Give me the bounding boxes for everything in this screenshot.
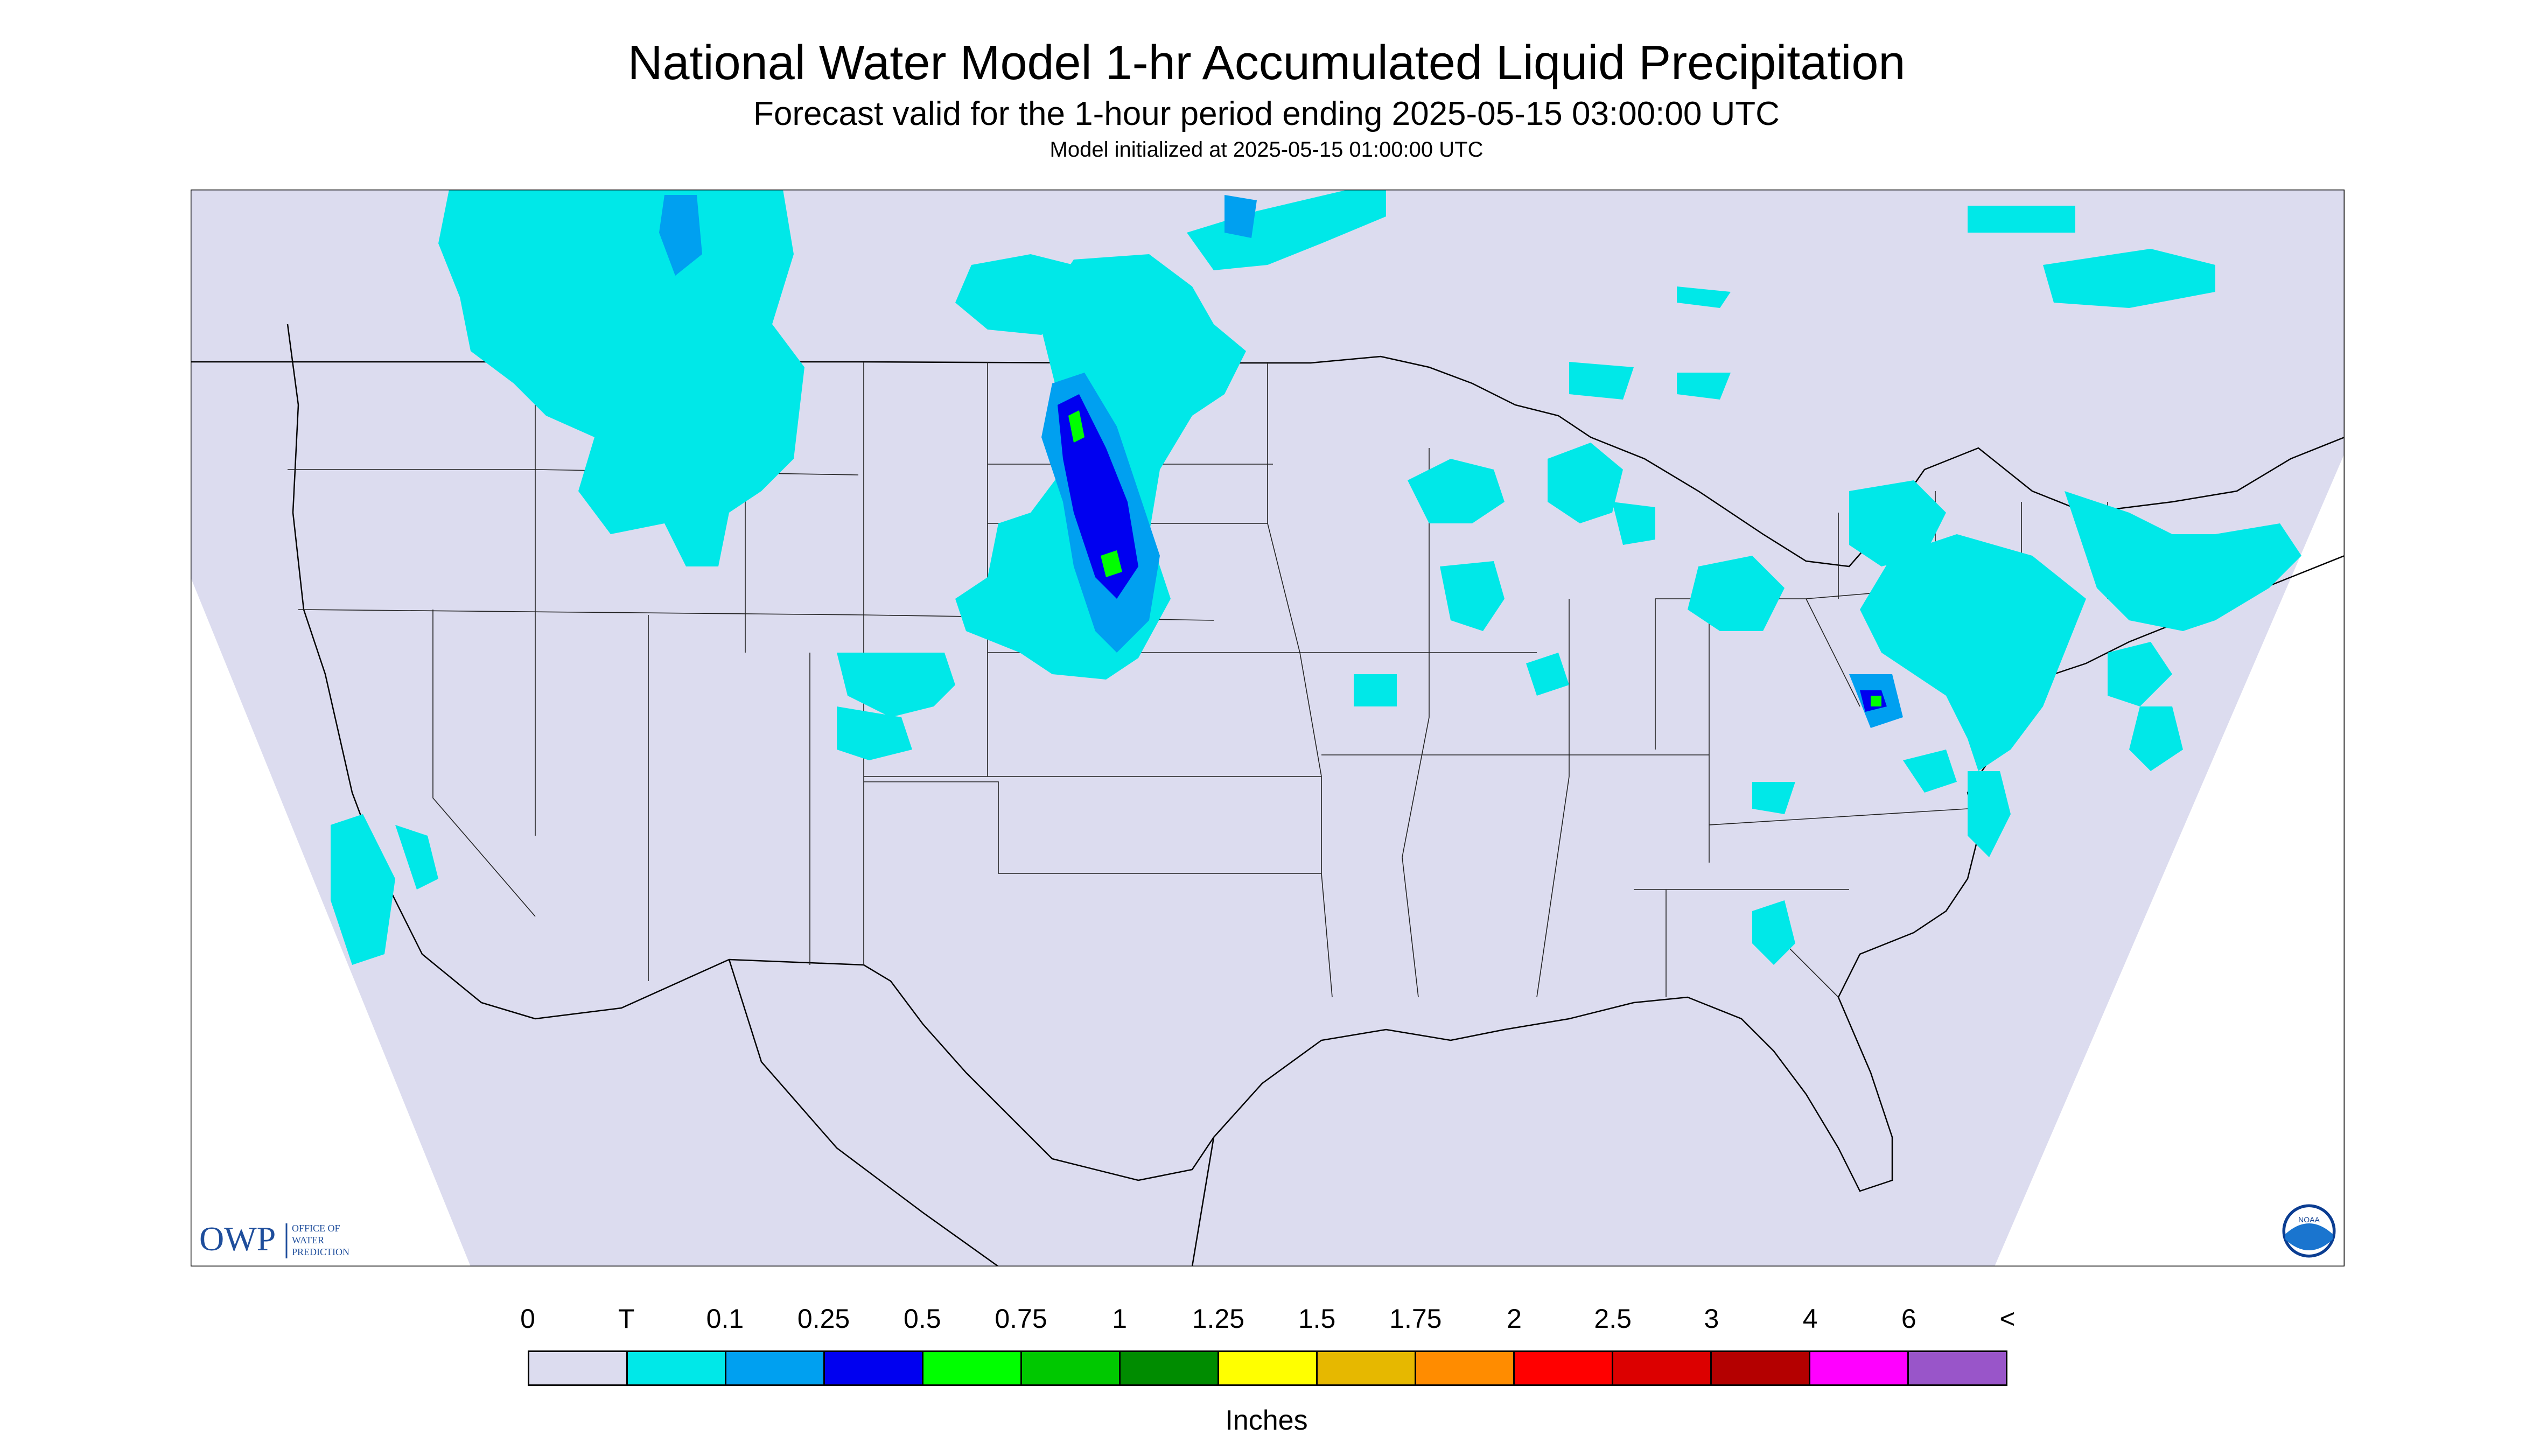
- legend-tick-label: 0.25: [797, 1304, 850, 1334]
- legend-swatch: [1318, 1352, 1416, 1384]
- owp-logo-line-2: WATER: [292, 1235, 324, 1245]
- owp-logo: OWP OFFICE OF WATER PREDICTION: [199, 1220, 349, 1258]
- map-title: National Water Model 1-hr Accumulated Li…: [627, 36, 1906, 90]
- noaa-logo: NOAA: [2282, 1204, 2336, 1258]
- legend-swatch: [726, 1352, 825, 1384]
- legend-tick-label: 6: [1901, 1304, 1916, 1334]
- legend-tick-label: 1.25: [1192, 1304, 1245, 1334]
- owp-logo-mark: OWP: [199, 1220, 276, 1258]
- legend-swatch: [923, 1352, 1022, 1384]
- legend-swatch: [825, 1352, 923, 1384]
- legend-swatch: [1810, 1352, 1909, 1384]
- legend-swatch: [1909, 1352, 2006, 1384]
- precipitation-map: OWP OFFICE OF WATER PREDICTION NOAA: [191, 190, 2345, 1266]
- legend-tick-label: 4: [1802, 1304, 1818, 1334]
- legend-tick-label: 0.1: [706, 1304, 744, 1334]
- legend-tick-label: <: [1999, 1304, 2016, 1334]
- legend-tick-label: 0: [520, 1304, 535, 1334]
- forecast-valid-subtitle: Forecast valid for the 1-hour period end…: [753, 95, 1780, 132]
- legend-swatch: [1613, 1352, 1712, 1384]
- legend-tick-label: 2.5: [1594, 1304, 1632, 1334]
- noaa-logo-mark: NOAA: [2298, 1215, 2320, 1224]
- legend-tick-label: 1.5: [1298, 1304, 1336, 1334]
- legend-tick-label: 2: [1507, 1304, 1522, 1334]
- legend-swatch: [529, 1352, 628, 1384]
- legend-color-bar: [528, 1350, 2007, 1386]
- legend-units: Inches: [1225, 1405, 1308, 1436]
- owp-logo-line-1: OFFICE OF: [292, 1223, 340, 1234]
- legend-swatch: [1121, 1352, 1219, 1384]
- legend-swatch: [1416, 1352, 1515, 1384]
- legend-tick-label: 1: [1112, 1304, 1128, 1334]
- legend-tick-labels: 0 T 0.1 0.25 0.5 0.75 1 1.25 1.5 1.75 2 2.5 3 4 6 <: [0, 1303, 2533, 1341]
- model-init-text: Model initialized at 2025-05-15 01:00:00…: [1049, 138, 1484, 162]
- legend-swatch: [628, 1352, 726, 1384]
- legend-swatch: [1515, 1352, 1613, 1384]
- legend-tick-label: 3: [1704, 1304, 1719, 1334]
- legend-tick-label: 1.75: [1389, 1304, 1442, 1334]
- legend-swatch: [1022, 1352, 1121, 1384]
- legend-tick-label: T: [618, 1304, 635, 1334]
- legend-swatch: [1219, 1352, 1318, 1384]
- legend-tick-label: 0.75: [995, 1304, 1047, 1334]
- legend-swatch: [1712, 1352, 1810, 1384]
- precip-0.5: [1068, 410, 1881, 706]
- legend-tick-label: 0.5: [904, 1304, 941, 1334]
- owp-logo-line-3: PREDICTION: [292, 1247, 349, 1257]
